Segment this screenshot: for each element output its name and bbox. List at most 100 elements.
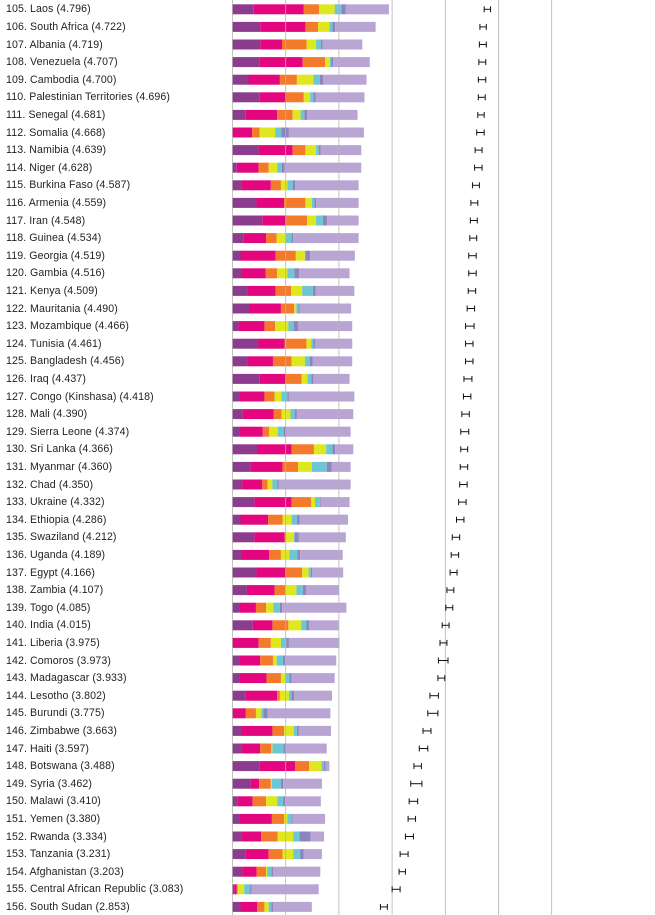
bar-segment [277, 162, 283, 173]
bar-segment [232, 109, 246, 120]
bar-segment [255, 602, 267, 613]
bar-segment [309, 356, 313, 367]
bar-segment [262, 479, 268, 490]
bar-segment [287, 813, 292, 824]
bar-segment [232, 866, 243, 877]
bar-segment [332, 21, 336, 32]
bar-segment [232, 197, 257, 208]
bar-segment [335, 21, 376, 32]
bar-segment [232, 39, 261, 50]
row-label: 122. Mauritania (4.490) [6, 302, 118, 315]
bar-segment [287, 180, 293, 191]
bar-segment [256, 567, 286, 578]
bar-segment [232, 303, 250, 314]
bar-segment [285, 673, 290, 684]
bar-segment [282, 849, 294, 860]
bar-segment [259, 92, 286, 103]
bar-segment [316, 215, 323, 226]
bar-segment [306, 338, 312, 349]
bar-segment [299, 303, 352, 314]
bar-segment [305, 585, 339, 596]
bar-segment [268, 901, 272, 912]
bar-segment [241, 180, 271, 191]
bar-segment [285, 585, 297, 596]
bar-segment [237, 884, 245, 895]
bar-segment [239, 391, 265, 402]
bar-segment [295, 250, 305, 261]
bar-segment [304, 109, 308, 120]
bar-segment [288, 127, 364, 138]
bar-segment [275, 321, 289, 332]
row-label: 139. Togo (4.085) [6, 601, 91, 614]
row-label: 120. Gambia (4.516) [6, 267, 106, 280]
bar-segment [232, 250, 241, 261]
bar-segment [280, 180, 288, 191]
bar-segment [290, 409, 295, 420]
row-label: 127. Congo (Kinshasa) (4.418) [6, 390, 154, 403]
bar-segment [256, 866, 267, 877]
bar-segment [271, 743, 273, 754]
bar-segment [252, 620, 273, 631]
row-label: 106. South Africa (4.722) [6, 20, 126, 33]
bar-segment [291, 514, 297, 525]
row-label: 112. Somalia (4.668) [6, 126, 106, 139]
bar-segment [257, 444, 292, 455]
bar-segment [301, 373, 308, 384]
bar-segment [232, 673, 240, 684]
bar-segment [315, 285, 355, 296]
bar-segment [260, 39, 283, 50]
bar-segment [232, 549, 242, 560]
bar-segment [232, 532, 255, 543]
bar-segment [271, 778, 281, 789]
bar-segment [329, 57, 332, 68]
bar-segment [285, 92, 304, 103]
bar-segment [313, 373, 350, 384]
bar-segment [321, 761, 325, 772]
bar-segment [279, 690, 289, 701]
bar-segment [282, 602, 347, 613]
bar-segment [260, 655, 273, 666]
row-label: 131. Myanmar (4.360) [6, 460, 113, 473]
row-label: 145. Burundi (3.775) [6, 707, 105, 720]
bar-segment [283, 655, 286, 666]
bar-segment [265, 268, 278, 279]
bar-segment [325, 761, 330, 772]
bar-segment [312, 356, 353, 367]
bar-segment [285, 233, 292, 244]
bar-segment [232, 338, 259, 349]
bar-segment [261, 708, 264, 719]
bar-segment [280, 549, 290, 560]
row-label: 116. Armenia (4.559) [6, 196, 107, 209]
bar-segment [259, 761, 296, 772]
bar-segment [232, 708, 246, 719]
bar-segment [303, 849, 322, 860]
bar-segment [291, 497, 312, 508]
bar-segment [294, 303, 297, 314]
bar-segment [266, 866, 268, 877]
bar-segment [232, 497, 255, 508]
bar-segment [232, 444, 257, 455]
bar-segment [282, 514, 292, 525]
bar-segment [295, 761, 310, 772]
bar-segment [273, 602, 280, 613]
bar-segment [281, 127, 289, 138]
bar-segment [298, 725, 331, 736]
bar-segment [259, 373, 286, 384]
bar-segment [234, 884, 237, 895]
bar-segment [302, 585, 306, 596]
bar-segment [289, 673, 292, 684]
row-label: 113. Namibia (4.639) [6, 144, 107, 157]
bar-segment [239, 673, 267, 684]
bar-segment [270, 180, 281, 191]
bar-segment [329, 21, 333, 32]
row-label: 153. Tanzania (3.231) [6, 848, 111, 861]
bar-segment [311, 197, 315, 208]
bar-segment [286, 215, 308, 226]
bar-segment [300, 849, 304, 860]
row-label: 111. Senegal (4.681) [6, 108, 106, 121]
bar-segment [333, 57, 370, 68]
bar-segment [292, 813, 326, 824]
bar-segment [318, 145, 321, 156]
row-label: 150. Malawi (3.410) [6, 795, 101, 808]
row-label: 146. Zimbabwe (3.663) [6, 724, 118, 737]
